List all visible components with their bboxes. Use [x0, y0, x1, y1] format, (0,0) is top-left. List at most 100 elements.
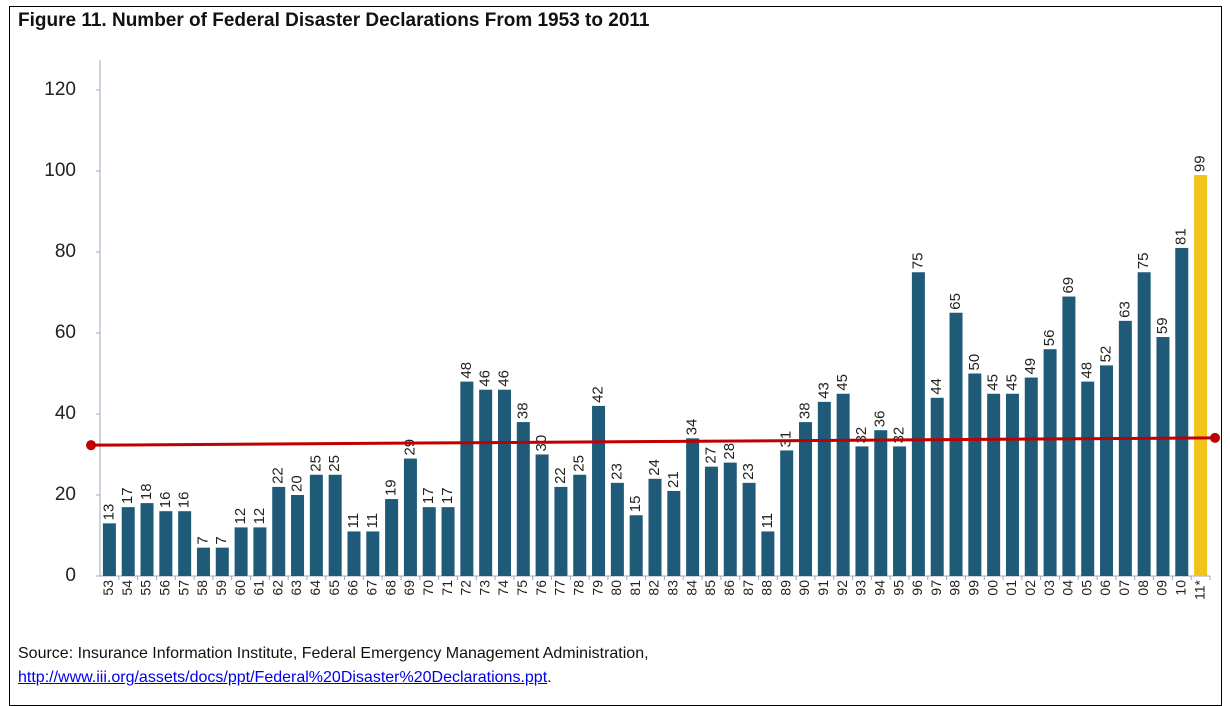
- value-label: 7: [213, 536, 230, 544]
- value-label: 13: [100, 504, 117, 521]
- bar: [742, 482, 756, 576]
- x-tick-label: 68: [382, 580, 398, 596]
- value-label: 16: [176, 492, 193, 509]
- bar: [1062, 296, 1076, 576]
- x-tick-label: 75: [514, 580, 530, 596]
- x-tick-label: 93: [853, 580, 869, 596]
- value-label: 11: [364, 513, 381, 529]
- x-tick-label: 81: [627, 580, 643, 596]
- x-tick-label: 80: [608, 580, 624, 596]
- value-label: 75: [909, 253, 926, 270]
- bar: [178, 511, 192, 576]
- bar: [253, 527, 267, 576]
- bar: [121, 507, 135, 576]
- value-label: 59: [1154, 317, 1171, 334]
- value-label: 11: [759, 513, 776, 529]
- value-label: 7: [194, 536, 211, 544]
- x-tick-label: 69: [401, 580, 417, 596]
- bar: [309, 474, 323, 576]
- bar: [761, 531, 775, 576]
- value-label: 56: [1041, 330, 1058, 347]
- bar: [874, 430, 888, 576]
- bar: [1043, 349, 1057, 576]
- x-tick-label: 05: [1078, 580, 1094, 596]
- x-tick-label: 53: [100, 580, 116, 596]
- value-label: 17: [420, 487, 437, 504]
- x-tick-label: 71: [439, 580, 455, 596]
- bar: [1081, 381, 1095, 576]
- chart-title: Figure 11. Number of Federal Disaster De…: [18, 10, 650, 31]
- value-label: 63: [1116, 301, 1133, 318]
- x-tick-label: 59: [213, 580, 229, 596]
- x-tick-label: 97: [928, 580, 944, 596]
- value-label: 11: [345, 513, 362, 529]
- bar: [836, 393, 850, 576]
- value-label: 38: [796, 402, 813, 419]
- value-label: 21: [665, 471, 682, 488]
- x-tick-label: 96: [909, 580, 925, 596]
- bar: [817, 401, 831, 576]
- x-tick-label: 72: [458, 580, 474, 596]
- x-tick-label: 07: [1116, 580, 1132, 596]
- value-label: 43: [815, 382, 832, 399]
- bar: [949, 312, 963, 576]
- bar: [893, 446, 907, 576]
- bar: [1005, 393, 1019, 576]
- x-tick-label: 64: [307, 580, 323, 596]
- value-label: 16: [157, 492, 174, 509]
- x-tick-label: 58: [194, 580, 210, 596]
- value-label: 23: [740, 463, 757, 480]
- bar: [460, 381, 474, 576]
- value-label: 22: [270, 467, 287, 484]
- x-tick-label: 63: [288, 580, 304, 596]
- value-label: 65: [947, 293, 964, 310]
- x-tick-label: 65: [326, 580, 342, 596]
- x-tick-label: 55: [138, 580, 154, 596]
- y-tick-label: 80: [55, 241, 76, 262]
- value-label: 46: [477, 370, 494, 387]
- bar: [366, 531, 380, 576]
- x-tick-label: 61: [251, 580, 267, 596]
- bar: [159, 511, 173, 576]
- x-tick-label: 56: [157, 580, 173, 596]
- bar: [592, 405, 606, 576]
- x-tick-label: 60: [232, 580, 248, 596]
- y-tick-label: 0: [65, 565, 76, 586]
- x-tick-label: 09: [1154, 580, 1170, 596]
- x-tick-label: 78: [570, 580, 586, 596]
- x-tick-label: 88: [759, 580, 775, 596]
- value-label: 28: [721, 443, 738, 460]
- value-label: 99: [1192, 155, 1209, 172]
- x-tick-label: 66: [345, 580, 361, 596]
- bar: [667, 490, 681, 576]
- x-tick-label: 73: [476, 580, 492, 596]
- bar: [686, 438, 700, 576]
- x-tick-label: 95: [890, 580, 906, 596]
- bar: [930, 397, 944, 576]
- value-label: 45: [985, 374, 1002, 391]
- value-label: 15: [627, 496, 644, 513]
- value-label: 49: [1022, 358, 1039, 375]
- value-label: 12: [232, 508, 249, 525]
- bar: [328, 474, 342, 576]
- bar: [516, 422, 530, 576]
- bar: [554, 486, 568, 576]
- x-tick-label: 94: [871, 580, 887, 596]
- value-label: 19: [383, 479, 400, 496]
- trend-point: [86, 440, 96, 451]
- bar: [799, 422, 813, 576]
- source-link[interactable]: http://www.iii.org/assets/docs/ppt/Feder…: [18, 669, 548, 686]
- x-tick-label: 06: [1097, 580, 1113, 596]
- value-label: 81: [1173, 228, 1190, 245]
- bar: [987, 393, 1001, 576]
- x-tick-label: 70: [420, 580, 436, 596]
- trend-point: [1210, 432, 1220, 443]
- value-label: 31: [778, 431, 795, 448]
- bar: [1194, 175, 1208, 577]
- x-tick-label: 00: [984, 580, 1000, 596]
- x-tick-label: 99: [966, 580, 982, 596]
- bar: [610, 482, 624, 576]
- x-tick-label: 87: [740, 580, 756, 596]
- bar: [140, 503, 154, 576]
- x-tick-label: 79: [589, 580, 605, 596]
